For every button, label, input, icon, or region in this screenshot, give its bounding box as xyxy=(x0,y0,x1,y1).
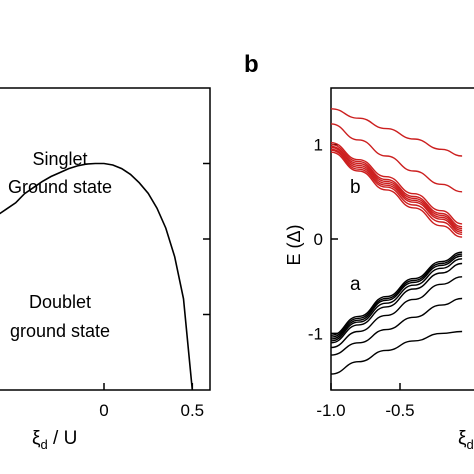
red-energy-curve xyxy=(330,146,463,232)
panel-a-curves xyxy=(0,162,194,391)
panel-b-ticks: -1.0 -0.5 -1 0 1 xyxy=(308,136,415,420)
red-energy-curve xyxy=(330,148,463,234)
red-energy-curve xyxy=(330,123,463,193)
red-energy-curve xyxy=(330,149,463,235)
panel-b-ytick-label: 1 xyxy=(314,136,323,155)
panel-b-xtick-label: -0.5 xyxy=(385,401,414,420)
annotation-b: b xyxy=(350,177,361,198)
phase-boundary-line xyxy=(0,162,194,391)
panel-a: 0 0.5 Singlet Ground state Doublet ground… xyxy=(0,87,211,452)
doublet-label-line1: Doublet xyxy=(29,292,91,312)
panel-b-letter: b xyxy=(244,51,259,78)
panel-a-xlabel-sub: d xyxy=(41,437,48,452)
panel-b-xlabel: ξd xyxy=(458,428,474,452)
panel-a-xlabel: ξd / U xyxy=(32,428,77,452)
doublet-label-line2: ground state xyxy=(10,321,110,341)
black-energy-curve xyxy=(330,330,463,375)
black-energy-curve xyxy=(330,253,463,338)
panel-b-ytick-label: 0 xyxy=(314,230,323,249)
panel-b-xlabel-sub: d xyxy=(467,437,474,452)
black-energy-curve xyxy=(330,258,463,342)
black-energy-curve xyxy=(330,255,463,340)
annotation-a: a xyxy=(350,274,361,295)
panel-a-frame xyxy=(0,87,211,391)
singlet-label-line1: Singlet xyxy=(32,149,87,169)
black-energy-curve xyxy=(330,297,463,356)
black-energy-curve xyxy=(330,262,463,344)
panel-b-xtick-label: -1.0 xyxy=(316,401,345,420)
black-energy-curve xyxy=(330,251,463,336)
panel-a-xtick-label: 0 xyxy=(99,401,108,420)
panel-b: b -1.0 -0.5 -1 0 1 b a E (Δ) ξd xyxy=(244,51,474,452)
panel-a-xlabel-rest: / U xyxy=(48,428,78,449)
panel-a-xtick-label: 0.5 xyxy=(181,401,205,420)
panel-b-curves xyxy=(330,108,463,375)
red-energy-curve xyxy=(330,145,463,230)
red-energy-curve xyxy=(330,151,463,238)
red-energy-curve xyxy=(330,108,463,157)
panel-b-xlabel-symbol: ξ xyxy=(458,428,467,449)
red-energy-curve xyxy=(330,143,463,228)
panel-b-ylabel: E (Δ) xyxy=(284,224,304,265)
panel-a-xlabel-symbol: ξ xyxy=(32,428,41,449)
red-energy-curve xyxy=(330,142,463,225)
black-energy-curve xyxy=(330,276,463,349)
panel-b-ytick-label: -1 xyxy=(308,324,323,343)
singlet-label-line2: Ground state xyxy=(8,177,112,197)
panel-a-ticks: 0 0.5 xyxy=(99,162,210,420)
